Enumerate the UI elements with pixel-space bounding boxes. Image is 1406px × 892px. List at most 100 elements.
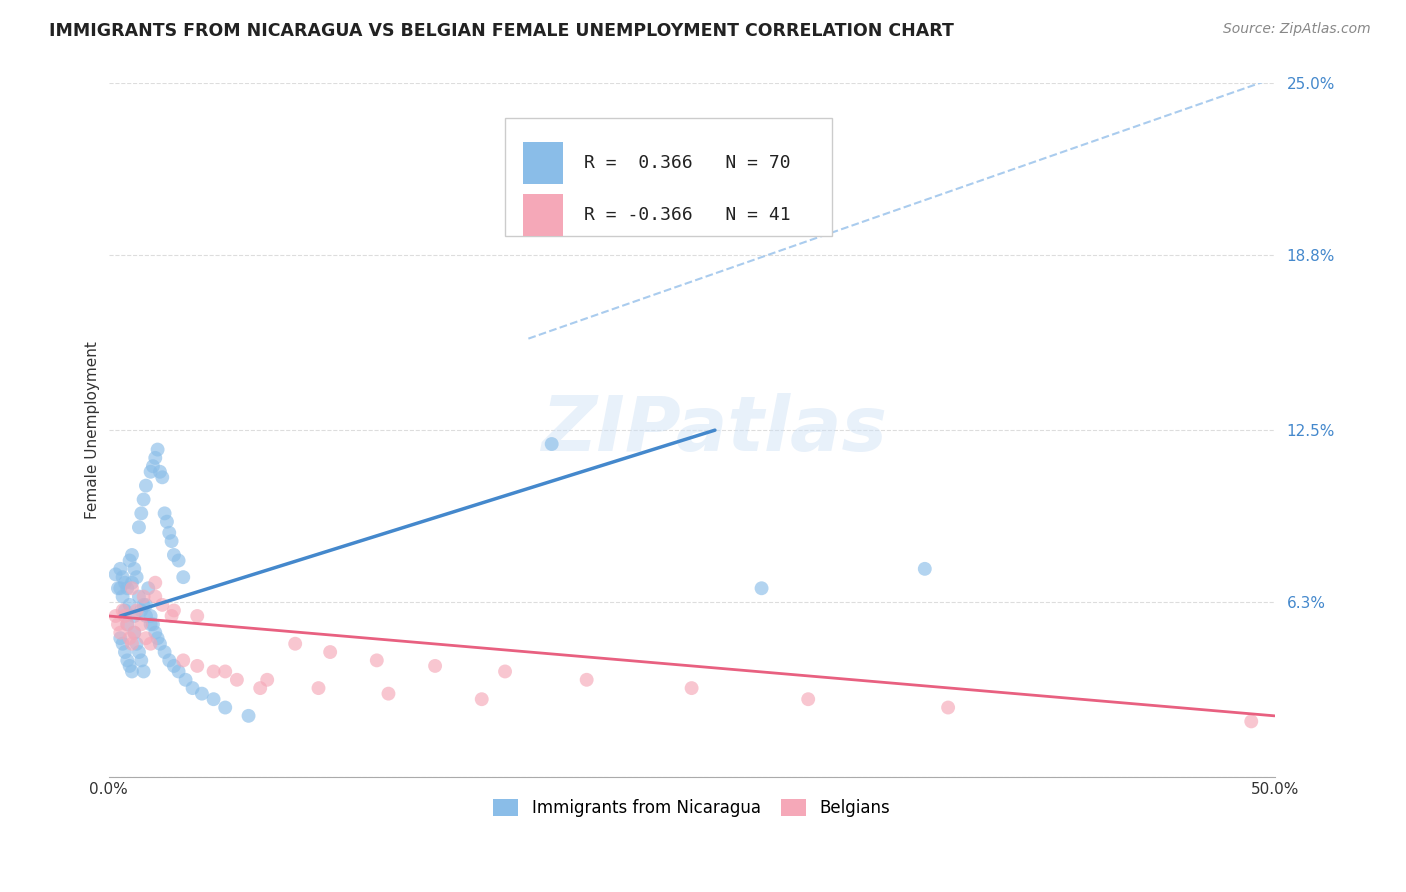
Point [914,562,936,576]
Point [143,625,166,640]
Point [797,692,820,706]
Point [117,653,139,667]
Point [121,581,143,595]
Point [172,570,194,584]
Point [163,603,186,617]
Point [117,617,139,632]
Point [142,459,165,474]
Point [129,603,152,617]
Point [139,465,162,479]
Point [319,645,342,659]
Text: ZIPatlas: ZIPatlas [541,393,889,467]
Point [238,709,260,723]
Point [129,617,152,632]
Point [163,659,186,673]
Point [124,625,146,640]
Point [1240,714,1263,729]
Point [129,653,152,667]
Point [146,442,169,457]
Point [132,665,155,679]
Point [143,450,166,465]
Point [110,625,132,640]
Point [128,645,150,659]
Point [160,534,183,549]
Point [125,570,148,584]
Point [114,603,136,617]
Point [125,603,148,617]
Point [308,681,330,695]
Point [284,637,307,651]
Point [139,617,162,632]
Point [136,581,159,595]
Point [107,617,129,632]
Point [135,631,157,645]
Point [225,673,247,687]
Point [135,609,157,624]
Point [121,548,143,562]
Point [142,617,165,632]
Point [124,625,146,640]
Point [114,645,136,659]
Point [167,665,190,679]
Point [118,631,141,645]
Point [135,598,157,612]
Point [124,609,146,624]
Bar [523,194,564,235]
Point [186,609,208,624]
Point [751,581,773,595]
Point [150,470,173,484]
Point [366,653,388,667]
Point [110,562,132,576]
Point [150,598,173,612]
Point [214,700,236,714]
Point [124,562,146,576]
Point [149,637,172,651]
Text: R =  0.366   N = 70: R = 0.366 N = 70 [585,154,792,172]
Point [132,590,155,604]
Point [132,492,155,507]
Point [157,653,180,667]
Text: R = -0.366   N = 41: R = -0.366 N = 41 [585,206,792,224]
Point [214,665,236,679]
Point [110,631,132,645]
Point [575,673,598,687]
Point [104,609,127,624]
Point [143,575,166,590]
Legend: Immigrants from Nicaragua, Belgians: Immigrants from Nicaragua, Belgians [486,792,897,824]
Point [121,665,143,679]
Bar [523,142,564,184]
Point [423,659,446,673]
Point [110,581,132,595]
Point [128,520,150,534]
Point [118,659,141,673]
Point [149,465,172,479]
Point [111,637,134,651]
Point [172,653,194,667]
Point [146,631,169,645]
Point [471,692,494,706]
Point [125,637,148,651]
Point [191,687,214,701]
Point [160,609,183,624]
Point [111,590,134,604]
Point [163,548,186,562]
Point [139,637,162,651]
Point [181,681,204,695]
Point [118,598,141,612]
Point [143,590,166,604]
Point [111,603,134,617]
Point [111,570,134,584]
Point [117,581,139,595]
Point [174,673,197,687]
Point [118,553,141,567]
Point [202,665,225,679]
Point [377,687,399,701]
Text: Source: ZipAtlas.com: Source: ZipAtlas.com [1223,22,1371,37]
Point [107,581,129,595]
Point [153,507,176,521]
Point [104,567,127,582]
Point [249,681,271,695]
Point [202,692,225,706]
Point [153,645,176,659]
Point [256,673,278,687]
